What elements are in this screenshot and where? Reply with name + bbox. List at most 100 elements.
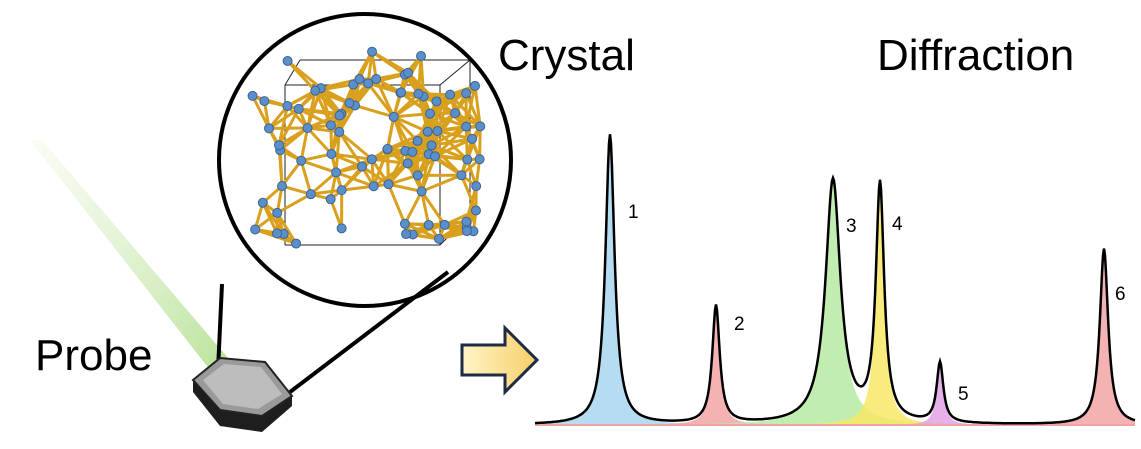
bond — [464, 126, 469, 160]
bond — [366, 51, 374, 84]
bond — [300, 159, 337, 174]
atom — [450, 108, 461, 119]
bond — [300, 152, 332, 163]
atom — [429, 151, 440, 162]
bond — [313, 90, 333, 126]
atom — [334, 110, 345, 121]
bond — [298, 107, 340, 118]
atom — [407, 146, 418, 157]
bond — [358, 51, 374, 80]
bond — [277, 105, 289, 146]
atom — [426, 140, 437, 151]
atom — [325, 194, 336, 205]
atom — [467, 133, 478, 144]
bond — [299, 127, 309, 161]
atom — [331, 167, 342, 178]
atom — [334, 126, 345, 137]
peak-area — [535, 135, 1135, 425]
bond — [404, 222, 440, 241]
atom — [423, 219, 434, 230]
atom — [474, 154, 485, 165]
bond — [331, 152, 373, 161]
bond — [354, 104, 395, 119]
bond — [386, 130, 429, 151]
peak-area — [535, 181, 1135, 425]
peak-label: 5 — [958, 384, 969, 405]
bond — [429, 112, 467, 129]
diffraction-label: Diffraction — [877, 31, 1074, 80]
atom — [461, 226, 472, 237]
atom — [305, 189, 316, 200]
atom — [462, 154, 473, 165]
atom — [247, 90, 258, 101]
bond — [338, 131, 364, 168]
atom — [259, 96, 270, 107]
atom — [310, 85, 321, 96]
atom — [363, 78, 374, 89]
bond — [261, 202, 279, 235]
bond — [478, 126, 482, 160]
bond — [341, 184, 374, 192]
atom — [282, 101, 293, 112]
bond — [386, 116, 396, 150]
bond — [310, 188, 342, 196]
zoom-line — [288, 270, 450, 394]
atom — [412, 135, 423, 146]
bond — [306, 90, 317, 129]
atom — [422, 126, 433, 137]
bond — [436, 129, 469, 161]
atom — [344, 98, 355, 109]
bond — [314, 89, 341, 117]
crystal-label: Crystal — [498, 31, 635, 80]
bond — [251, 95, 271, 130]
atom — [250, 224, 261, 235]
atom — [326, 148, 337, 159]
bond — [464, 92, 482, 127]
crystal-circle — [217, 12, 513, 308]
bond — [299, 160, 313, 195]
bond — [309, 171, 338, 196]
bond — [386, 148, 390, 185]
bond — [392, 92, 420, 118]
atom — [399, 218, 410, 229]
atom — [277, 181, 288, 192]
atom — [396, 87, 407, 98]
atom — [356, 161, 367, 172]
bond — [429, 91, 467, 115]
atom — [439, 219, 450, 230]
atom — [432, 126, 443, 137]
zoom-line — [216, 283, 224, 371]
bond — [464, 185, 478, 222]
probe-label: Probe — [35, 331, 152, 380]
bond — [370, 158, 390, 186]
peak-label: 2 — [734, 314, 745, 335]
bond — [420, 191, 431, 226]
atom — [470, 205, 481, 216]
atom — [461, 88, 472, 99]
atom — [401, 229, 412, 240]
bond — [275, 212, 298, 245]
arrow — [460, 324, 540, 396]
peak-label: 4 — [892, 214, 903, 235]
bond — [421, 173, 463, 193]
bond — [338, 130, 373, 161]
bond — [371, 157, 408, 165]
probe-tip — [191, 356, 294, 432]
atom — [456, 170, 467, 181]
bond — [435, 84, 476, 103]
bond — [366, 82, 395, 118]
bond — [278, 126, 309, 147]
atom — [296, 155, 307, 166]
peak-label: 1 — [628, 202, 639, 223]
atom — [272, 228, 283, 239]
probe-beam — [30, 140, 228, 370]
atom — [366, 154, 377, 165]
peak-label: 6 — [1115, 284, 1126, 305]
atom — [416, 186, 427, 197]
atom — [264, 123, 275, 134]
atom — [336, 185, 347, 196]
atom — [336, 223, 347, 234]
atom — [416, 51, 427, 62]
bond — [297, 107, 332, 127]
